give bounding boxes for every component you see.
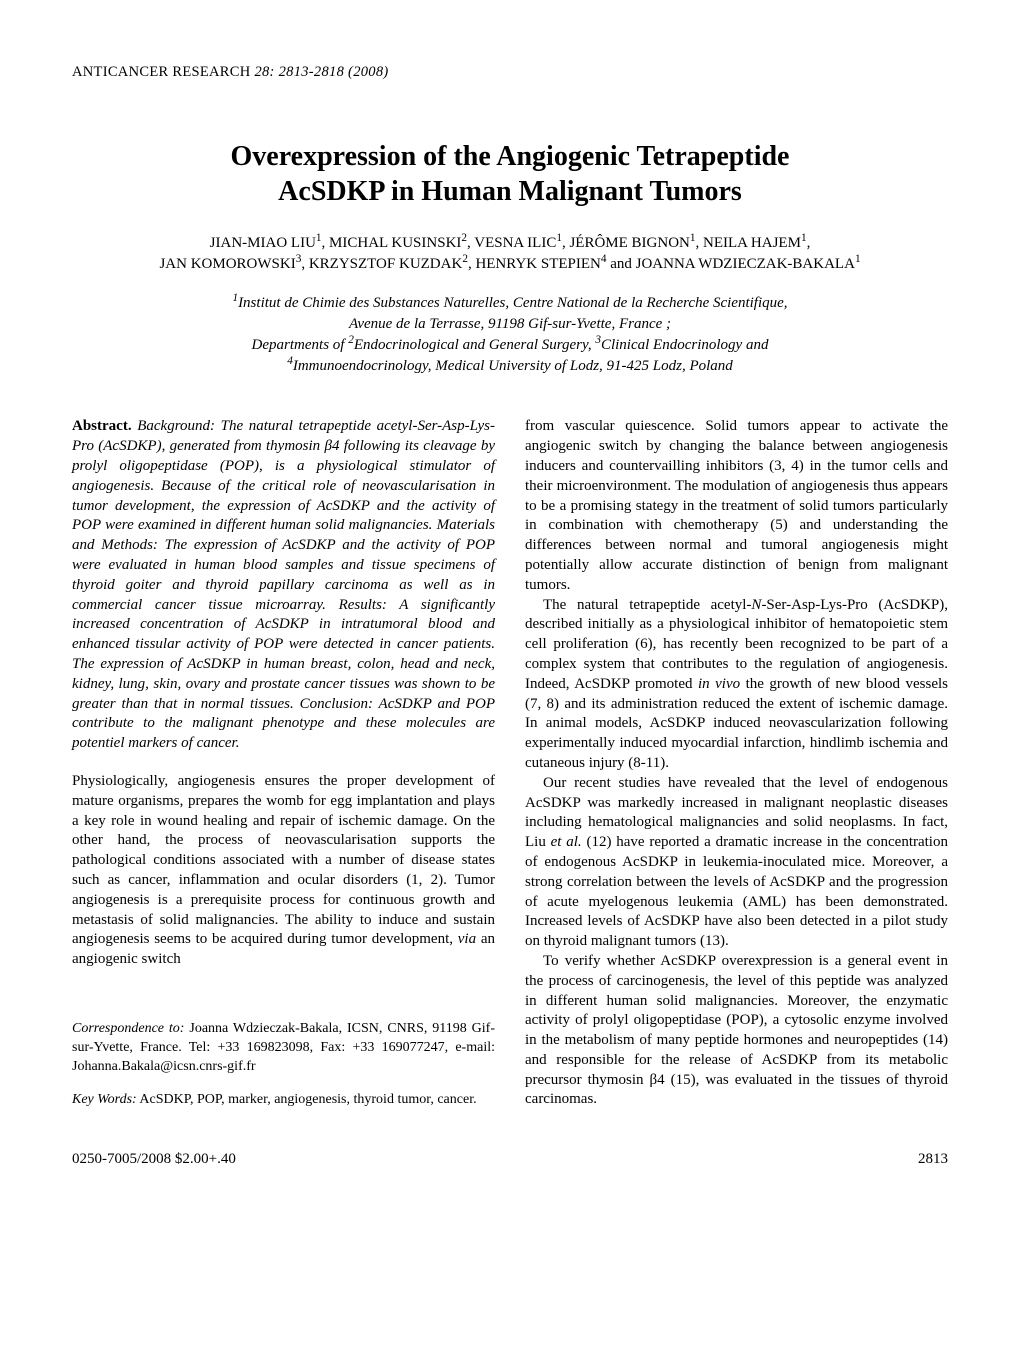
keywords-text: AcSDKP, POP, marker, angiogenesis, thyro… — [137, 1092, 477, 1107]
two-column-body: Abstract. Background: The natural tetrap… — [72, 417, 948, 1110]
right-para-4: To verify whether AcSDKP overexpression … — [525, 952, 948, 1110]
intro-para-left: Physiologically, angiogenesis ensures th… — [72, 772, 495, 970]
title-line-1: Overexpression of the Angiogenic Tetrape… — [231, 141, 790, 172]
page-footer: 0250-7005/2008 $2.00+.40 2813 — [72, 1150, 948, 1168]
affil-line-2: Avenue de la Terrasse, 91198 Gif-sur-Yve… — [349, 316, 671, 332]
right-column: from vascular quiescence. Solid tumors a… — [525, 417, 948, 1110]
journal-name: ANTICANCER RESEARCH — [72, 64, 251, 80]
correspondence-label: Correspondence to: — [72, 1021, 184, 1036]
authors-line-2: JAN KOMOROWSKI3, KRZYSZTOF KUZDAK2, HENR… — [159, 256, 860, 272]
abstract: Abstract. Background: The natural tetrap… — [72, 417, 495, 754]
footer-right: 2813 — [918, 1150, 948, 1168]
keywords: Key Words: AcSDKP, POP, marker, angiogen… — [72, 1091, 495, 1110]
authors-line-1: JIAN-MIAO LIU1, MICHAL KUSINSKI2, VESNA … — [210, 235, 811, 251]
author-list: JIAN-MIAO LIU1, MICHAL KUSINSKI2, VESNA … — [72, 233, 948, 275]
right-para-3: Our recent studies have revealed that th… — [525, 774, 948, 952]
article-title: Overexpression of the Angiogenic Tetrape… — [72, 139, 948, 209]
volume-pages: 28: 2813-2818 (2008) — [254, 64, 388, 80]
footer-left: 0250-7005/2008 $2.00+.40 — [72, 1150, 236, 1168]
affil-line-1: 1Institut de Chimie des Substances Natur… — [232, 295, 787, 311]
left-column: Abstract. Background: The natural tetrap… — [72, 417, 495, 1110]
right-para-2: The natural tetrapeptide acetyl-N-Ser-As… — [525, 596, 948, 774]
affil-line-3: Departments of 2Endocrinological and Gen… — [252, 337, 769, 353]
correspondence: Correspondence to: Joanna Wdzieczak-Baka… — [72, 1020, 495, 1077]
abstract-label: Abstract. — [72, 418, 132, 434]
keywords-label: Key Words: — [72, 1092, 137, 1107]
affiliations: 1Institut de Chimie des Substances Natur… — [72, 293, 948, 377]
running-head: ANTICANCER RESEARCH 28: 2813-2818 (2008) — [72, 64, 948, 81]
title-line-2: AcSDKP in Human Malignant Tumors — [278, 176, 742, 207]
abstract-body: Background: The natural tetrapeptide ace… — [72, 418, 495, 751]
right-para-1: from vascular quiescence. Solid tumors a… — [525, 417, 948, 595]
affil-line-4: 4Immunoendocrinology, Medical University… — [287, 358, 733, 374]
